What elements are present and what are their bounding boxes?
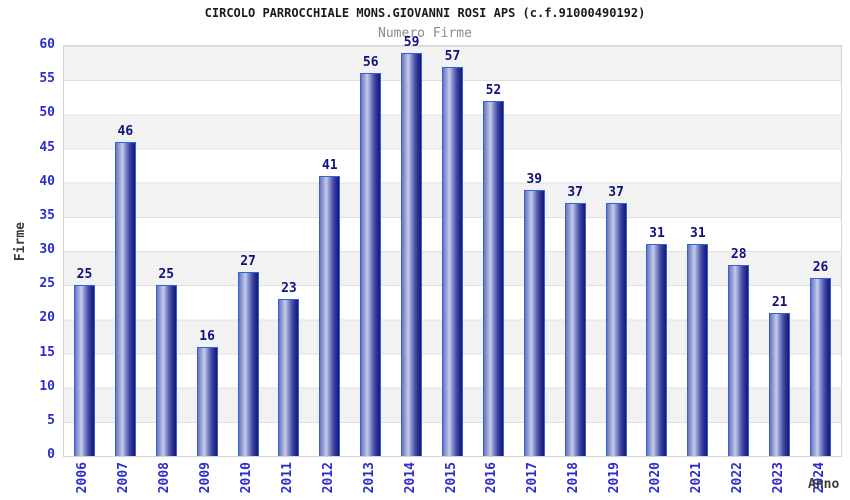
x-axis-title: Anno (808, 477, 840, 492)
bar-value-label: 28 (730, 246, 747, 262)
x-tick-label: 2014 (402, 462, 418, 494)
bar-2009 (196, 346, 218, 456)
x-tick-label: 2021 (688, 462, 704, 494)
y-tick-label: 5 (47, 412, 55, 428)
bar-value-label: 16 (199, 328, 215, 344)
bar-2022 (728, 264, 750, 456)
bar-2018 (564, 203, 586, 456)
bar-2017 (523, 189, 545, 456)
y-tick-label: 30 (39, 242, 55, 257)
y-tick-label: 20 (39, 310, 55, 326)
bar-value-label: 25 (76, 267, 93, 283)
bar-2021 (687, 244, 709, 456)
x-tick-label: 2023 (770, 462, 786, 494)
x-tick-label: 2018 (566, 462, 582, 494)
y-tick-label: 25 (39, 276, 55, 292)
x-tick-label: 2009 (198, 462, 214, 494)
bar-value-label: 37 (567, 185, 583, 201)
y-tick-label: 50 (39, 105, 55, 121)
y-tick-label: 40 (39, 173, 55, 189)
x-tick-label: 2019 (607, 462, 623, 494)
bar-value-label: 27 (240, 253, 256, 269)
y-tick-label: 0 (47, 447, 55, 462)
x-axis-ticks: 2006 2007 2008 2009 2010 2011 2012 2013 2014 2015… (63, 462, 840, 500)
x-tick-label: 2006 (75, 462, 91, 494)
bar-2010 (237, 271, 259, 456)
bar-value-label: 31 (690, 226, 706, 242)
x-tick-label: 2016 (484, 462, 500, 494)
bar-value-label: 56 (362, 55, 379, 71)
y-tick-label: 35 (39, 207, 55, 223)
bar-2016 (482, 100, 504, 456)
bar-value-label: 31 (649, 226, 665, 242)
x-tick-label: 2012 (320, 462, 336, 494)
bar-2006 (73, 285, 95, 456)
bar-value-label: 57 (444, 48, 461, 64)
bar-2012 (319, 175, 341, 456)
x-tick-label: 2011 (279, 462, 295, 494)
bar-2008 (155, 285, 177, 456)
bar-value-label: 25 (158, 267, 175, 283)
bar-2024 (810, 278, 832, 456)
bar-2007 (114, 141, 136, 456)
bar-2014 (401, 52, 423, 456)
plot-area: 25 46 25 16 27 23 41 56 59 57 52 39 37 37 31 31 28 21 26 (63, 36, 842, 457)
bar-value-label: 26 (812, 260, 829, 276)
bar-2013 (360, 73, 382, 456)
y-tick-label: 60 (39, 37, 55, 52)
bar-value-label: 23 (281, 280, 297, 296)
x-tick-label: 2010 (239, 462, 255, 494)
bar-2019 (605, 203, 627, 456)
bar-value-label: 39 (526, 171, 543, 187)
bar-2023 (769, 312, 791, 456)
x-tick-label: 2013 (361, 462, 377, 494)
y-tick-label: 15 (39, 344, 55, 360)
x-tick-label: 2022 (729, 462, 745, 494)
bar-value-label: 59 (403, 34, 420, 50)
chart-subtitle: Numero Firme (378, 26, 472, 41)
y-tick-label: 10 (39, 378, 55, 394)
bar-2015 (442, 66, 463, 456)
y-axis-ticks: 0 5 10 15 20 25 30 35 40 45 50 55 60 (0, 37, 55, 462)
bar-value-label: 52 (485, 82, 502, 98)
x-tick-label: 2007 (116, 462, 132, 494)
x-tick-label: 2020 (647, 462, 663, 494)
bar-2020 (646, 244, 668, 456)
bar-value-label: 21 (771, 294, 788, 310)
bar-2011 (278, 298, 300, 456)
y-tick-label: 55 (39, 71, 55, 87)
bar-value-label: 46 (117, 123, 134, 139)
y-tick-label: 45 (39, 139, 55, 155)
x-tick-label: 2017 (525, 462, 541, 494)
x-tick-label: 2015 (443, 462, 459, 494)
bar-value-label: 41 (321, 157, 338, 173)
chart-title: CIRCOLO PARROCCHIALE MONS.GIOVANNI ROSI … (204, 6, 646, 20)
bar-value-label: 37 (608, 185, 624, 201)
x-tick-label: 2008 (157, 462, 173, 494)
